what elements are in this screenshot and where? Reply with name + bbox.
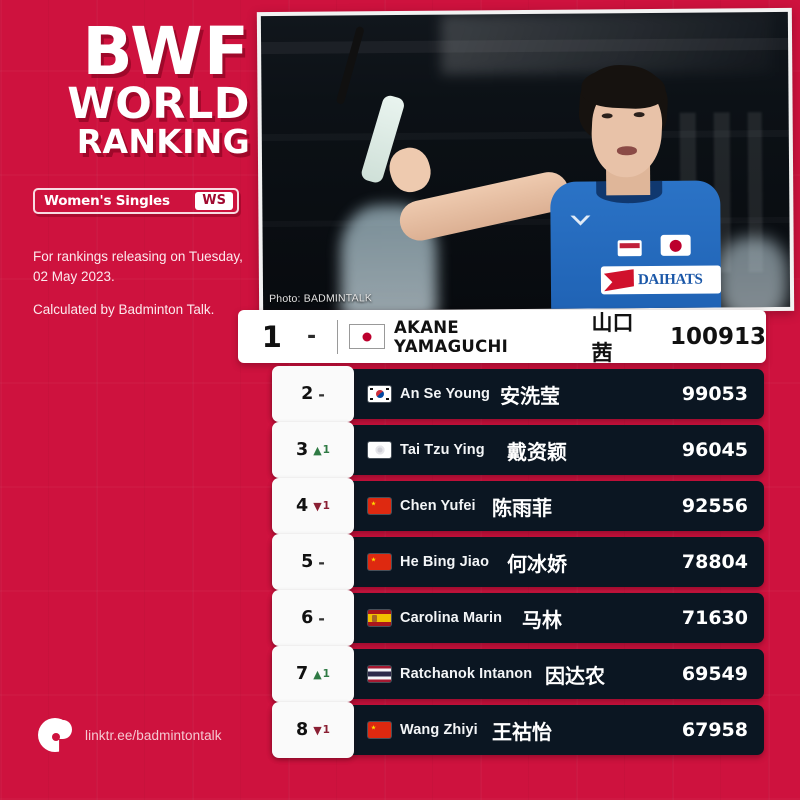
player-points: 67958 xyxy=(681,719,748,741)
player-name: He Bing Jiao xyxy=(400,554,490,570)
player-name: Carolina Marin xyxy=(400,610,503,626)
china-flag xyxy=(368,498,391,514)
title-line-bwf: BWF xyxy=(82,13,250,90)
category-label: Women's Singles xyxy=(44,193,170,209)
rank-box: 3 ▲ 1 xyxy=(272,422,354,478)
calculated-by-text: Calculated by Badminton Talk. xyxy=(33,302,215,317)
player-name: Ratchanok Intanon xyxy=(400,666,533,682)
chinese-taipei-flag xyxy=(368,442,391,458)
rank-box: 4 ▼ 1 xyxy=(272,478,354,534)
player-points: 78804 xyxy=(681,551,748,573)
south-korea-flag xyxy=(368,386,391,402)
release-info-text: For rankings releasing on Tuesday, 02 Ma… xyxy=(33,249,243,284)
ranking-row[interactable]: 7 ▲ 1 Ratchanok Intanon 因达农 69549 xyxy=(272,646,764,702)
player-name: Tai Tzu Ying xyxy=(400,442,485,458)
arrow-down-icon: ▼ xyxy=(313,499,322,513)
player-name: Wang Zhiyi xyxy=(400,722,478,738)
daihatsu-sponsor-badge: DAIHATS xyxy=(600,265,722,295)
rank-box: 2- xyxy=(272,366,354,422)
player-points: 99053 xyxy=(681,383,748,405)
rank-number: 4 xyxy=(296,496,309,516)
title-line-world: WORLD xyxy=(67,78,250,129)
rank-number: 7 xyxy=(296,664,309,684)
player-name-chinese: 安洗莹 xyxy=(500,383,560,408)
arrow-up-icon: ▲ xyxy=(313,443,322,457)
rank-movement-count: 1 xyxy=(322,500,330,512)
player-name-chinese: 何冰娇 xyxy=(507,551,567,576)
ranking-row[interactable]: 2- An Se Young 安洗莹 99053 xyxy=(272,366,764,422)
rank-box: 8 ▼ 1 xyxy=(272,702,354,758)
badminton-talk-logo-icon xyxy=(38,718,72,752)
thailand-flag xyxy=(368,666,391,682)
poster-title: BWF WORLD RANKING xyxy=(30,13,250,162)
jtb-sponsor-badge xyxy=(617,240,642,257)
japan-flag xyxy=(350,325,385,348)
hero-photo: DAIHATS Photo: BADMINTALK xyxy=(260,11,791,312)
player-name-chinese: 山口茜 xyxy=(591,310,634,365)
ranking-row[interactable]: 5- He Bing Jiao 何冰娇 78804 xyxy=(272,534,764,590)
japan-flag-patch xyxy=(660,234,691,256)
rank-movement-count: 1 xyxy=(322,668,330,680)
player-name: Chen Yufei xyxy=(400,498,476,514)
rank-number: 3 xyxy=(296,440,309,460)
racket-shaft xyxy=(335,25,365,105)
rank-box: 5- xyxy=(272,534,354,590)
player-name-chinese: 王祜怡 xyxy=(492,719,552,744)
category-badge: Women's Singles WS xyxy=(33,188,239,214)
rank-movement: - xyxy=(318,608,325,628)
player-name: An Se Young xyxy=(400,386,490,402)
player-points: 100913 xyxy=(669,323,767,350)
player-name-chinese: 因达农 xyxy=(545,663,605,688)
rank-movement-count: 1 xyxy=(322,724,330,736)
yonex-logo-icon xyxy=(570,215,591,226)
ranking-row[interactable]: 4 ▼ 1 Chen Yufei 陈雨菲 92556 xyxy=(272,478,764,534)
rank-box: 6- xyxy=(272,590,354,646)
rank-box: 7 ▲ 1 xyxy=(272,646,354,702)
photo-credit: Photo: BADMINTALK xyxy=(269,292,373,306)
player-name-chinese: 陈雨菲 xyxy=(492,495,552,520)
ranking-row[interactable]: 3 ▲ 1 Tai Tzu Ying 戴资颖 96045 xyxy=(272,422,764,478)
rank-movement: - xyxy=(318,384,325,404)
ranking-row[interactable]: 6- Carolina Marin 马林 71630 xyxy=(272,590,764,646)
rank-movement: ▼ 1 xyxy=(313,724,330,736)
arrow-down-icon: ▼ xyxy=(313,723,322,737)
rank-number: 1 xyxy=(261,319,282,354)
arrow-up-icon: ▲ xyxy=(313,667,322,681)
china-flag xyxy=(368,554,391,570)
rank-movement: - xyxy=(306,324,317,349)
category-code: WS xyxy=(195,192,233,210)
player-points: 96045 xyxy=(681,439,748,461)
rank-movement: ▲ 1 xyxy=(313,444,330,456)
ranking-row-top[interactable]: 1- AKANE YAMAGUCHI 山口茜 100913 xyxy=(238,310,767,365)
player-name-chinese: 马林 xyxy=(522,607,562,632)
player-points: 92556 xyxy=(681,495,748,517)
rank-number: 8 xyxy=(296,720,309,740)
player-points: 71630 xyxy=(681,607,748,629)
daihatsu-sponsor-text: DAIHATS xyxy=(637,271,703,288)
hero-photo-frame: DAIHATS Photo: BADMINTALK xyxy=(256,7,795,316)
rank-number: 5 xyxy=(301,552,314,572)
title-line-ranking: RANKING xyxy=(76,122,250,162)
rank-movement: ▲ 1 xyxy=(313,668,330,680)
row-divider xyxy=(337,319,339,354)
spain-flag xyxy=(368,610,391,626)
rank-number: 2 xyxy=(301,384,314,404)
ranking-row[interactable]: 8 ▼ 1 Wang Zhiyi 王祜怡 67958 xyxy=(272,702,764,758)
rank-movement-count: 1 xyxy=(322,444,330,456)
player-name-chinese: 戴资颖 xyxy=(507,439,567,464)
left-panel: BWF WORLD RANKING Women's Singles WS For… xyxy=(0,0,262,800)
player-name: AKANE YAMAGUCHI xyxy=(394,317,509,356)
china-flag xyxy=(368,722,391,738)
rank-number: 6 xyxy=(301,608,314,628)
rank-movement: - xyxy=(318,552,325,572)
linktree-link[interactable]: linktr.ee/badmintontalk xyxy=(85,727,222,743)
footer-brand[interactable]: linktr.ee/badmintontalk xyxy=(38,718,222,752)
ranking-list: 1- AKANE YAMAGUCHI 山口茜 100913 2- An Se Young 安… xyxy=(238,310,778,758)
player-points: 69549 xyxy=(681,663,748,685)
rank-movement: ▼ 1 xyxy=(313,500,330,512)
